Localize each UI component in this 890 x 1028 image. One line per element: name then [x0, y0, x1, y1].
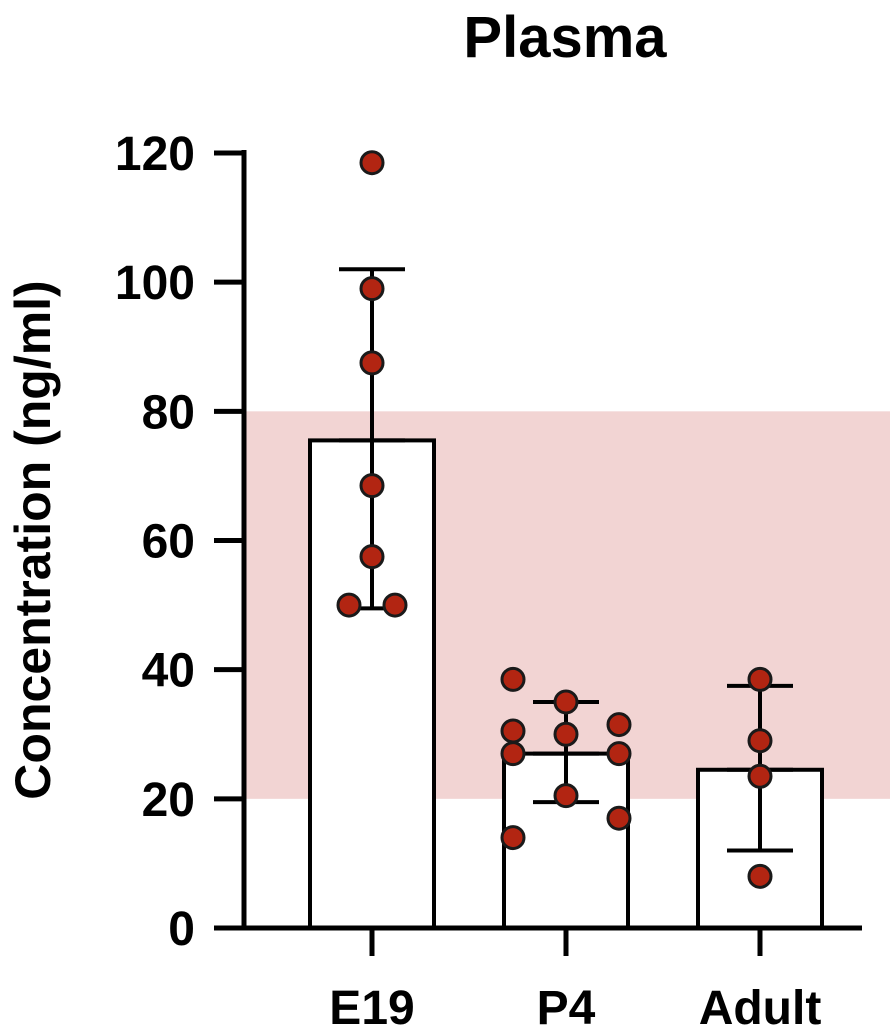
x-tick-label: P4 — [537, 982, 596, 1028]
data-point — [359, 473, 385, 499]
y-tick-label: 0 — [168, 903, 195, 956]
y-tick-label: 40 — [142, 645, 195, 698]
chart-title: Plasma — [463, 5, 667, 70]
data-point — [359, 544, 385, 570]
x-tick-label: Adult — [699, 982, 822, 1028]
y-tick-label: 60 — [142, 516, 195, 569]
data-point — [382, 592, 408, 618]
data-point — [747, 728, 773, 754]
y-tick-label: 120 — [115, 128, 195, 181]
y-tick-label: 80 — [142, 386, 195, 439]
data-point — [553, 783, 579, 809]
data-point — [747, 863, 773, 889]
y-tick-label: 100 — [115, 257, 195, 310]
data-point — [500, 741, 526, 767]
data-point — [359, 276, 385, 302]
data-point — [359, 150, 385, 176]
data-point — [359, 350, 385, 376]
y-axis-label: Concentration (ng/ml) — [5, 280, 61, 799]
data-point — [500, 718, 526, 744]
data-point — [500, 666, 526, 692]
data-point — [606, 805, 632, 831]
data-point — [606, 741, 632, 767]
data-point — [747, 763, 773, 789]
y-tick-label: 20 — [142, 774, 195, 827]
data-point — [553, 689, 579, 715]
data-point — [606, 712, 632, 738]
x-tick-label: E19 — [329, 982, 414, 1028]
data-point — [500, 825, 526, 851]
data-point — [747, 666, 773, 692]
data-point — [336, 592, 362, 618]
data-point — [553, 721, 579, 747]
